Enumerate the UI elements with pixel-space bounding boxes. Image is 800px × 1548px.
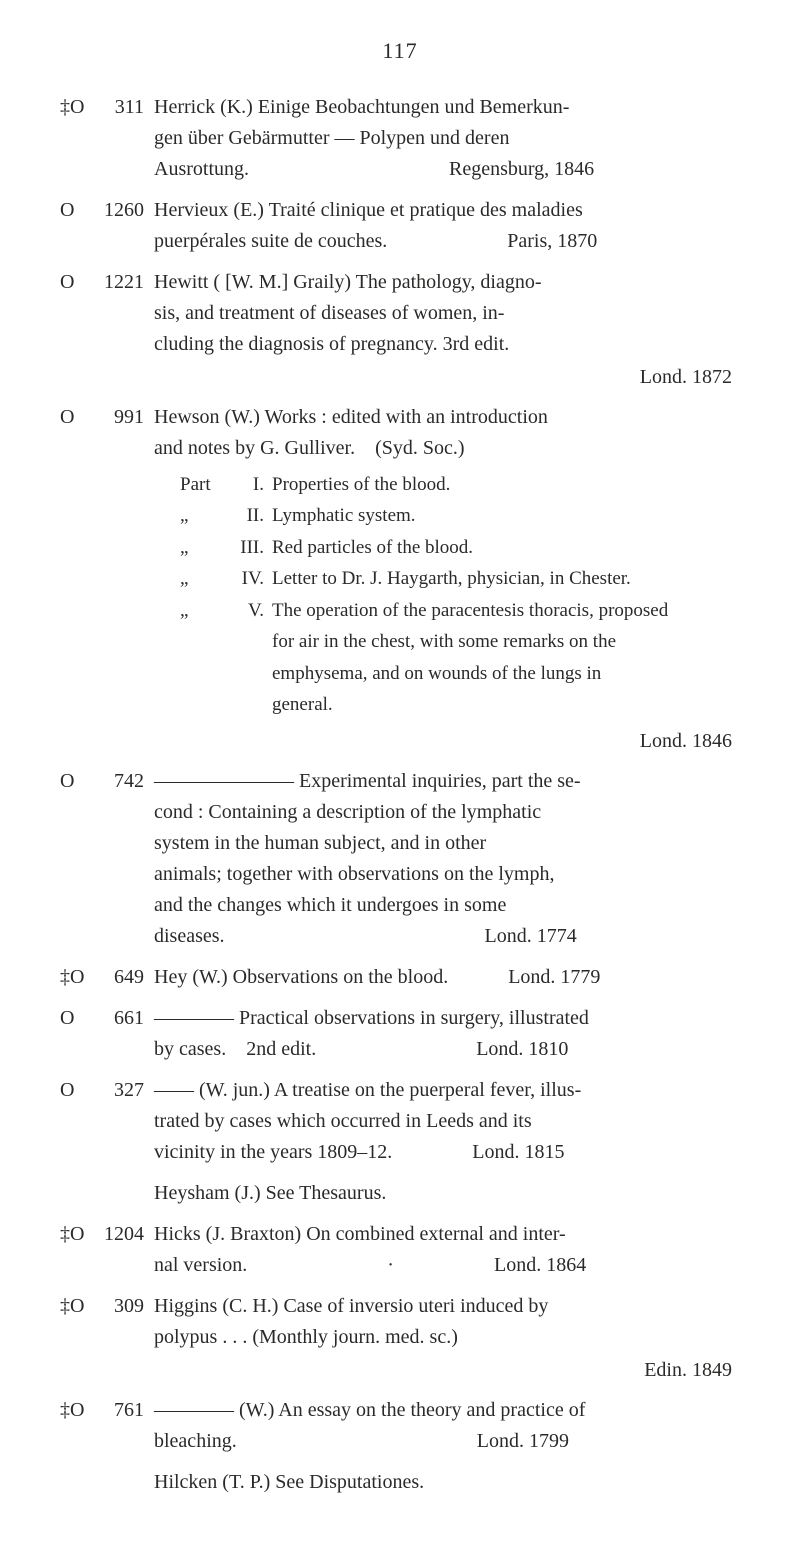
entry-parts-list: PartI.Properties of the blood.„II.Lympha… xyxy=(60,470,740,720)
catalog-entry: O742——————— Experimental inquiries, part… xyxy=(60,766,740,952)
part-sub-line: general. xyxy=(180,690,740,719)
part-line: „V.The operation of the paracentesis tho… xyxy=(180,596,740,625)
entry-pre-mark: ‡O xyxy=(60,962,94,992)
entry-pre-mark: ‡O xyxy=(60,92,94,122)
part-label: „ xyxy=(180,533,234,562)
entry-continuation: and the changes which it undergoes in so… xyxy=(60,890,740,921)
entry-continuation: system in the human subject, and in othe… xyxy=(60,828,740,859)
part-line: PartI.Properties of the blood. xyxy=(180,470,740,499)
entry-catalog-number: 311 xyxy=(94,92,154,122)
part-line: „II.Lymphatic system. xyxy=(180,501,740,530)
entry-catalog-number: 661 xyxy=(94,1003,154,1033)
entry-pre-mark: O xyxy=(60,195,94,225)
entry-head-text: ——————— Experimental inquiries, part the… xyxy=(154,766,740,797)
part-roman: IV. xyxy=(234,564,272,593)
page-number: 117 xyxy=(60,38,740,64)
part-roman: V. xyxy=(234,596,272,625)
entry-continuation: trated by cases which occurred in Leeds … xyxy=(60,1106,740,1137)
entry-publication-info: Lond. 1872 xyxy=(60,362,740,392)
entry-head-text: ———— Practical observations in surgery, … xyxy=(154,1003,740,1034)
cross-reference: Hilcken (T. P.) See Disputationes. xyxy=(60,1467,740,1498)
entry-catalog-number: 742 xyxy=(94,766,154,796)
part-line: „IV.Letter to Dr. J. Haygarth, physician… xyxy=(180,564,740,593)
catalog-entry: O1221Hewitt ( [W. M.] Graily) The pathol… xyxy=(60,267,740,392)
entry-pre-mark: ‡O xyxy=(60,1395,94,1425)
catalog-entry: Heysham (J.) See Thesaurus. xyxy=(60,1178,740,1209)
part-label: „ xyxy=(180,596,234,625)
part-roman: II. xyxy=(234,501,272,530)
entry-continuation: and notes by G. Gulliver. (Syd. Soc.) xyxy=(60,433,740,464)
entry-continuation: nal version. · Lond. 1864 xyxy=(60,1250,740,1281)
part-text: Letter to Dr. J. Haygarth, physician, in… xyxy=(272,564,740,593)
entry-head-text: ———— (W.) An essay on the theory and pra… xyxy=(154,1395,740,1426)
entry-head-text: Herrick (K.) Einige Beobachtungen und Be… xyxy=(154,92,740,123)
part-text: Red particles of the blood. xyxy=(272,533,740,562)
entry-head-text: Hicks (J. Braxton) On combined external … xyxy=(154,1219,740,1250)
entry-catalog-number: 327 xyxy=(94,1075,154,1105)
part-text: Properties of the blood. xyxy=(272,470,740,499)
catalog-entry: ‡O311Herrick (K.) Einige Beobachtungen u… xyxy=(60,92,740,185)
part-line: „III.Red particles of the blood. xyxy=(180,533,740,562)
entry-publication-info: Lond. 1846 xyxy=(60,726,740,756)
entry-pre-mark: ‡O xyxy=(60,1291,94,1321)
entry-continuation: puerpérales suite de couches. Paris, 187… xyxy=(60,226,740,257)
entry-continuation: by cases. 2nd edit. Lond. 1810 xyxy=(60,1034,740,1065)
entry-head-text: —— (W. jun.) A treatise on the puerperal… xyxy=(154,1075,740,1106)
entry-pre-mark: O xyxy=(60,1075,94,1105)
entry-head-text: Hervieux (E.) Traité clinique et pratiqu… xyxy=(154,195,740,226)
entry-head-text: Higgins (C. H.) Case of inversio uteri i… xyxy=(154,1291,740,1322)
entry-pre-mark: O xyxy=(60,402,94,432)
part-sub-line: for air in the chest, with some remarks … xyxy=(180,627,740,656)
entry-catalog-number: 649 xyxy=(94,962,154,992)
entry-head-text: Hewitt ( [W. M.] Graily) The pathology, … xyxy=(154,267,740,298)
entry-head-text: Hewson (W.) Works : edited with an intro… xyxy=(154,402,740,433)
catalog-entry: O991Hewson (W.) Works : edited with an i… xyxy=(60,402,740,756)
entry-pre-mark: O xyxy=(60,766,94,796)
part-label: „ xyxy=(180,501,234,530)
part-label: Part xyxy=(180,470,234,499)
entry-continuation: animals; together with observations on t… xyxy=(60,859,740,890)
catalog-entry: Hilcken (T. P.) See Disputationes. xyxy=(60,1467,740,1498)
entry-continuation: Ausrottung. Regensburg, 1846 xyxy=(60,154,740,185)
part-label: „ xyxy=(180,564,234,593)
entry-catalog-number: 1260 xyxy=(94,195,154,225)
catalog-entry: ‡O761———— (W.) An essay on the theory an… xyxy=(60,1395,740,1457)
entry-catalog-number: 1221 xyxy=(94,267,154,297)
entry-pre-mark: ‡O xyxy=(60,1219,94,1249)
entry-catalog-number: 309 xyxy=(94,1291,154,1321)
entry-continuation: vicinity in the years 1809–12. Lond. 181… xyxy=(60,1137,740,1168)
cross-reference: Heysham (J.) See Thesaurus. xyxy=(60,1178,740,1209)
entry-head-text: Hey (W.) Observations on the blood. Lond… xyxy=(154,962,740,993)
catalog-entry: O661———— Practical observations in surge… xyxy=(60,1003,740,1065)
entry-continuation: polypus . . . (Monthly journ. med. sc.) xyxy=(60,1322,740,1353)
entry-pre-mark: O xyxy=(60,1003,94,1033)
catalog-entries: ‡O311Herrick (K.) Einige Beobachtungen u… xyxy=(60,92,740,1498)
entry-catalog-number: 761 xyxy=(94,1395,154,1425)
entry-publication-info: Edin. 1849 xyxy=(60,1355,740,1385)
entry-catalog-number: 991 xyxy=(94,402,154,432)
part-text: The operation of the paracentesis thorac… xyxy=(272,596,740,625)
catalog-entry: O327—— (W. jun.) A treatise on the puerp… xyxy=(60,1075,740,1168)
catalog-entry: ‡O309Higgins (C. H.) Case of inversio ut… xyxy=(60,1291,740,1385)
catalog-entry: O1260Hervieux (E.) Traité clinique et pr… xyxy=(60,195,740,257)
catalog-entry: ‡O649Hey (W.) Observations on the blood.… xyxy=(60,962,740,993)
part-roman: III. xyxy=(234,533,272,562)
entry-pre-mark: O xyxy=(60,267,94,297)
entry-continuation: sis, and treatment of diseases of women,… xyxy=(60,298,740,329)
part-text: Lymphatic system. xyxy=(272,501,740,530)
part-sub-line: emphysema, and on wounds of the lungs in xyxy=(180,659,740,688)
catalog-entry: ‡O1204Hicks (J. Braxton) On combined ext… xyxy=(60,1219,740,1281)
entry-continuation: gen über Gebärmutter — Polypen und deren xyxy=(60,123,740,154)
entry-continuation: bleaching. Lond. 1799 xyxy=(60,1426,740,1457)
part-roman: I. xyxy=(234,470,272,499)
entry-continuation: diseases. Lond. 1774 xyxy=(60,921,740,952)
entry-continuation: cluding the diagnosis of pregnancy. 3rd … xyxy=(60,329,740,360)
entry-catalog-number: 1204 xyxy=(94,1219,154,1249)
entry-continuation: cond : Containing a description of the l… xyxy=(60,797,740,828)
